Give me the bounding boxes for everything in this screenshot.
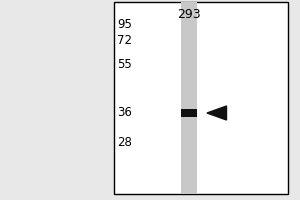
Text: 293: 293 (177, 8, 201, 21)
Polygon shape (207, 106, 226, 120)
Bar (181, 2, 197, 194)
Text: 72: 72 (117, 33, 132, 46)
Bar (114, 2, 288, 194)
Text: 28: 28 (117, 136, 132, 148)
Text: 95: 95 (117, 18, 132, 30)
Text: 36: 36 (117, 106, 132, 119)
Text: 55: 55 (117, 58, 132, 71)
Bar (181, 109, 197, 117)
